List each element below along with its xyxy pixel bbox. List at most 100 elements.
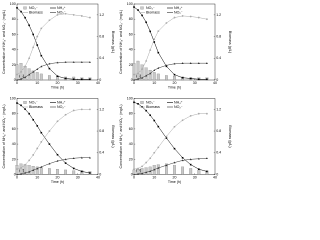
point	[32, 70, 35, 73]
bar	[164, 163, 168, 175]
bar	[156, 164, 160, 175]
point	[181, 62, 184, 64]
point	[145, 161, 148, 164]
point	[64, 162, 67, 164]
point	[24, 163, 26, 166]
point	[181, 156, 184, 159]
point	[36, 68, 39, 70]
point	[173, 125, 176, 128]
point	[189, 163, 192, 166]
y-tick-label: 40	[129, 48, 133, 52]
x-tick-label: 30	[193, 81, 197, 85]
point	[24, 16, 26, 19]
point	[16, 7, 18, 9]
y-tick-label: 60	[12, 32, 16, 36]
point	[88, 156, 91, 159]
point	[157, 125, 160, 128]
point	[189, 158, 192, 161]
point	[36, 35, 39, 38]
point	[64, 77, 67, 80]
point	[137, 72, 139, 75]
y2-tick-label: 0.4	[99, 151, 104, 155]
point	[32, 118, 34, 121]
y2-axis-label: Biomass (g/L)	[228, 31, 232, 53]
point	[40, 165, 43, 168]
point	[145, 171, 148, 174]
point	[137, 172, 140, 175]
point	[24, 65, 26, 68]
point	[48, 19, 51, 22]
legend-swatch	[23, 101, 27, 104]
y-tick-label: 80	[12, 17, 16, 21]
point	[189, 77, 192, 80]
y-tick-label: 0	[14, 78, 16, 82]
legend-label: Biomass	[146, 10, 160, 14]
line	[133, 102, 207, 172]
point	[28, 57, 31, 60]
bar	[19, 163, 23, 175]
y-tick-label: 80	[12, 112, 16, 116]
point	[149, 72, 152, 75]
point	[173, 16, 176, 19]
point	[165, 64, 168, 67]
point	[80, 108, 83, 111]
point	[133, 6, 135, 8]
legend-label: NO₂⁻	[174, 10, 183, 14]
point	[36, 147, 39, 150]
point	[165, 65, 168, 68]
x-tick-label: 20	[173, 81, 177, 85]
bar	[144, 167, 148, 175]
point	[181, 76, 184, 79]
y-tick-label: 20	[12, 157, 16, 161]
point	[149, 49, 152, 52]
point	[28, 159, 31, 162]
bar	[152, 72, 156, 81]
bar	[47, 75, 51, 81]
point	[20, 167, 22, 169]
point	[145, 60, 148, 62]
x-tick-label: 10	[35, 81, 39, 85]
x-tick-label: 0	[16, 81, 18, 85]
bar	[35, 72, 39, 81]
y2-tick-label: 0.8	[216, 129, 221, 133]
y2-axis-label: Biomass (g/L)	[111, 31, 115, 53]
point	[72, 78, 75, 81]
point	[20, 77, 23, 80]
bar	[164, 75, 168, 81]
x-tick-label: 0	[16, 175, 18, 179]
bar	[173, 165, 176, 175]
point	[72, 167, 75, 170]
point	[72, 157, 75, 160]
point	[141, 165, 143, 168]
y2-tick-label: 1.2	[216, 107, 221, 111]
bar	[189, 168, 193, 175]
point	[206, 78, 208, 81]
point	[141, 68, 143, 71]
point	[89, 16, 91, 19]
y-tick-label: 20	[12, 63, 16, 67]
point	[149, 157, 152, 160]
y-tick-label: 60	[129, 32, 133, 36]
y2-tick-label: 0	[99, 172, 101, 176]
x-tick-label: 40	[213, 175, 217, 179]
point	[205, 157, 208, 160]
point	[56, 153, 59, 156]
x-axis-label: Time (h)	[51, 180, 64, 184]
x-tick-label: 40	[96, 81, 100, 85]
legend-label: NH₄⁺	[57, 6, 66, 10]
point	[80, 61, 83, 63]
bar	[15, 64, 19, 81]
point	[197, 112, 200, 115]
y-tick-label: 40	[12, 48, 16, 52]
x-tick-label: 20	[56, 81, 60, 85]
y-tick-label: 0	[14, 172, 16, 176]
legend-label: NH₄⁺	[174, 100, 183, 104]
x-tick-label: 10	[152, 175, 156, 179]
point	[56, 159, 59, 162]
legend-label: NH₄⁺	[174, 6, 183, 10]
y-tick-label: 60	[129, 127, 133, 131]
point	[153, 38, 156, 41]
point	[89, 108, 91, 111]
